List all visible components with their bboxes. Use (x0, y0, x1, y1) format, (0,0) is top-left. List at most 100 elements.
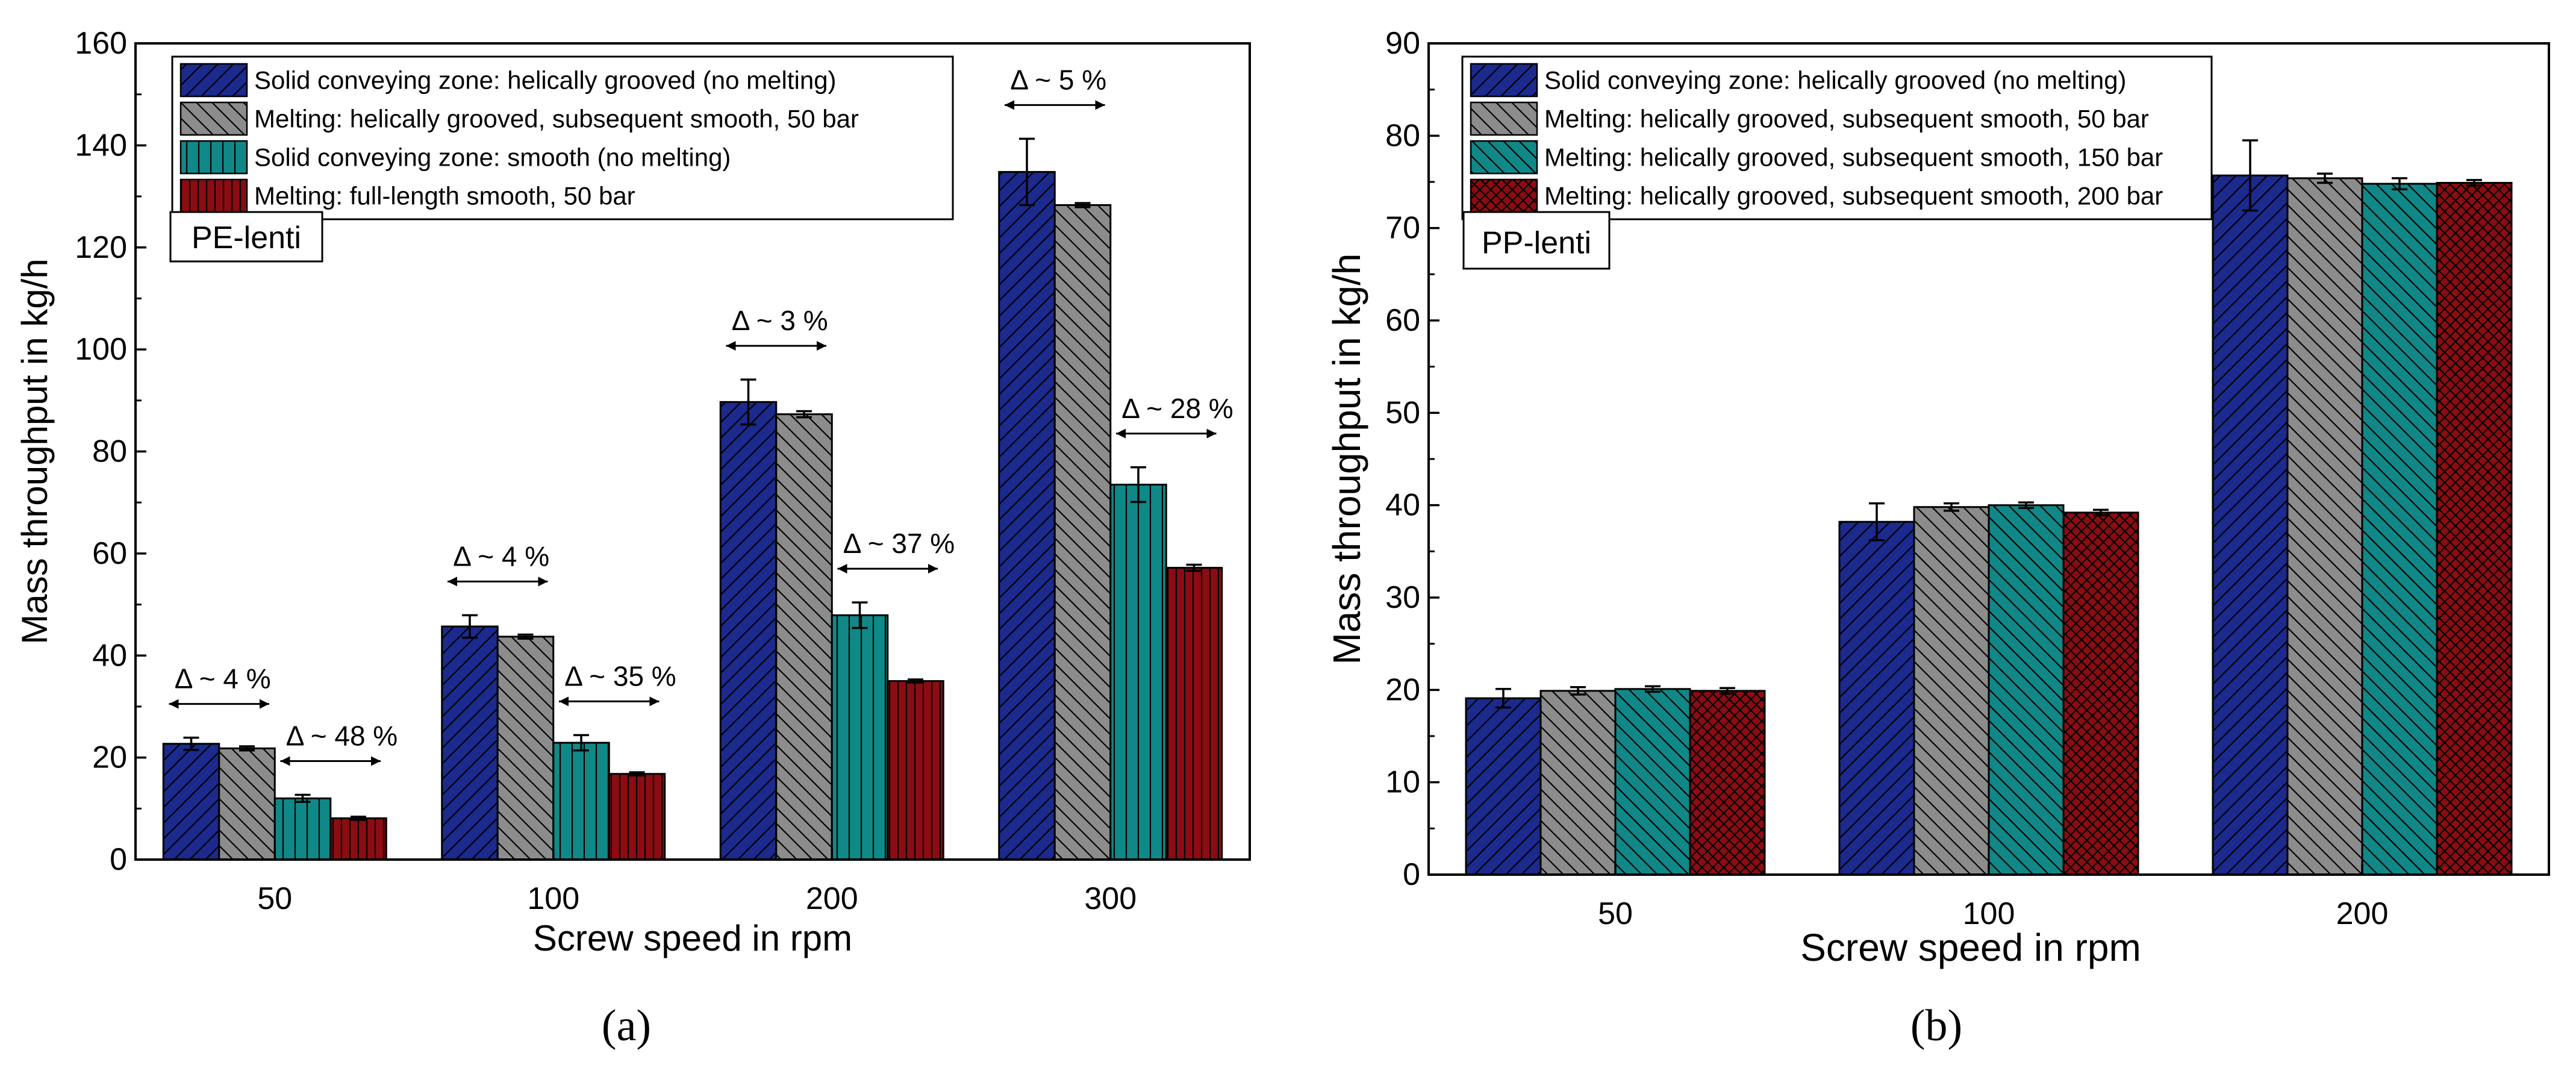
bar (162, 743, 220, 861)
error-bar (517, 633, 534, 640)
legend-label: Solid conveying zone: helically grooved … (1544, 66, 2127, 95)
legend-swatch (179, 178, 248, 213)
bar (1614, 688, 1691, 876)
legend-swatch (1470, 178, 1538, 213)
delta-arrow (559, 696, 660, 707)
bar (719, 401, 778, 861)
error-bar (852, 601, 868, 629)
error-bar (183, 736, 199, 751)
delta-arrow-right-head (1206, 428, 1217, 439)
chart-panel-a: 0 20 40 60 80 100 120 140 160 50 100 200 300 Screw sp… (14, 26, 1251, 1051)
delta-arrow-right-head (538, 576, 548, 587)
bar (1165, 567, 1223, 861)
legend-swatch (1470, 101, 1538, 136)
y-tick-label: 20 (92, 740, 127, 775)
delta-annotation: Δ ~ 37 % (843, 528, 955, 559)
bar (2436, 182, 2513, 876)
legend-swatch (179, 101, 248, 136)
x-tick-label: 200 (806, 881, 858, 916)
x-axis: 50 100 200 300 (257, 849, 1137, 916)
delta-arrow-right-head (1095, 100, 1105, 110)
y-tick-label: 120 (75, 230, 127, 265)
y-tick-label: 80 (92, 434, 127, 469)
bar (1053, 204, 1112, 861)
y-tick-label: 10 (1385, 765, 1420, 800)
legend-swatch (1470, 140, 1538, 175)
legend-box (1461, 55, 2213, 220)
delta-annotation: Δ ~ 28 % (1121, 393, 1233, 424)
error-bar (1869, 502, 1885, 542)
bar (998, 170, 1056, 861)
error-bar (462, 614, 478, 639)
delta-arrow-right-head (260, 699, 269, 709)
bar (329, 817, 387, 861)
y-tick-label: 140 (75, 128, 127, 163)
delta-arrow-left-head (559, 696, 569, 707)
delta-arrow-right-head (371, 756, 381, 766)
delta-arrow (1116, 428, 1217, 439)
x-tick-label: 200 (2336, 896, 2389, 931)
bars (1465, 139, 2513, 876)
panel-label-box (1462, 211, 1611, 270)
chart-panel-b: 0 10 20 30 40 50 60 70 80 90 50 100 200 Screw speed i… (1325, 26, 2550, 1051)
legend-swatch (179, 63, 248, 98)
y-axis-title: Mass throughput in kg/h (14, 258, 55, 644)
error-bar (1720, 687, 1735, 695)
delta-arrow-left-head (169, 699, 179, 709)
delta-annotation: Δ ~ 5 % (1010, 64, 1106, 95)
delta-arrow-left-head (448, 576, 457, 587)
y-tick-label: 40 (1385, 488, 1420, 523)
delta-arrow-left-head (726, 341, 736, 351)
error-bar (629, 771, 645, 777)
bar (441, 625, 499, 861)
y-tick-label: 60 (1385, 303, 1420, 338)
delta-arrow (280, 756, 381, 766)
legend-label: Melting: helically grooved, subsequent s… (254, 105, 859, 133)
panel-label-box (169, 211, 323, 263)
panel-label-text: PE-lenti (192, 220, 301, 255)
legend: Solid conveying zone: helically grooved … (1461, 55, 2213, 220)
x-tick-label: 50 (257, 881, 292, 916)
delta-arrow-right-head (817, 341, 826, 351)
error-bar (2093, 508, 2109, 517)
error-bar (796, 410, 812, 419)
bar (1465, 697, 1542, 876)
bar (1838, 520, 1915, 876)
legend: Solid conveying zone: helically grooved … (171, 55, 954, 220)
error-bar (1944, 502, 1959, 512)
y-axis: 0 10 20 30 40 50 60 70 80 90 (1385, 26, 1439, 892)
error-bar (1186, 563, 1202, 572)
delta-arrow-left-head (280, 756, 290, 766)
y-tick-label: 20 (1385, 672, 1420, 707)
delta-arrow (1005, 100, 1105, 110)
error-bar (1570, 685, 1586, 696)
error-bar (2018, 501, 2034, 510)
legend-swatch (1470, 63, 1538, 98)
delta-arrow (169, 699, 269, 709)
panel-caption: (b) (1910, 1001, 1962, 1051)
x-axis: 50 100 200 (1598, 864, 2388, 931)
bar (273, 797, 332, 861)
legend-label: Melting: helically grooved, subsequent s… (1544, 143, 2163, 172)
error-bar (2242, 139, 2258, 212)
bar (1109, 484, 1167, 861)
bar (2062, 511, 2139, 876)
panel-label: PP-lenti (1462, 211, 1611, 270)
bar (775, 413, 833, 861)
y-axis: 0 20 40 60 80 100 120 140 160 (75, 26, 146, 877)
panel-caption: (a) (602, 1001, 651, 1051)
delta-annotation: Δ ~ 4 % (453, 540, 549, 572)
error-bar (2317, 172, 2333, 184)
bar (608, 773, 666, 861)
y-tick-label: 0 (1403, 857, 1420, 892)
delta-annotation: Δ ~ 3 % (732, 305, 828, 336)
x-tick-label: 100 (527, 881, 579, 916)
x-tick-label: 50 (1598, 896, 1633, 931)
y-tick-label: 40 (92, 638, 127, 673)
y-axis-title: Mass throughput in kg/h (1325, 253, 1368, 664)
annotations: Δ ~ 4 % Δ ~ 48 % Δ ~ 4 % Δ ~ 35 % Δ ~ 3 % Δ ~… (169, 64, 1233, 766)
error-bar (1019, 137, 1035, 207)
y-tick-label: 70 (1385, 211, 1420, 246)
delta-annotation: Δ ~ 35 % (564, 660, 676, 692)
